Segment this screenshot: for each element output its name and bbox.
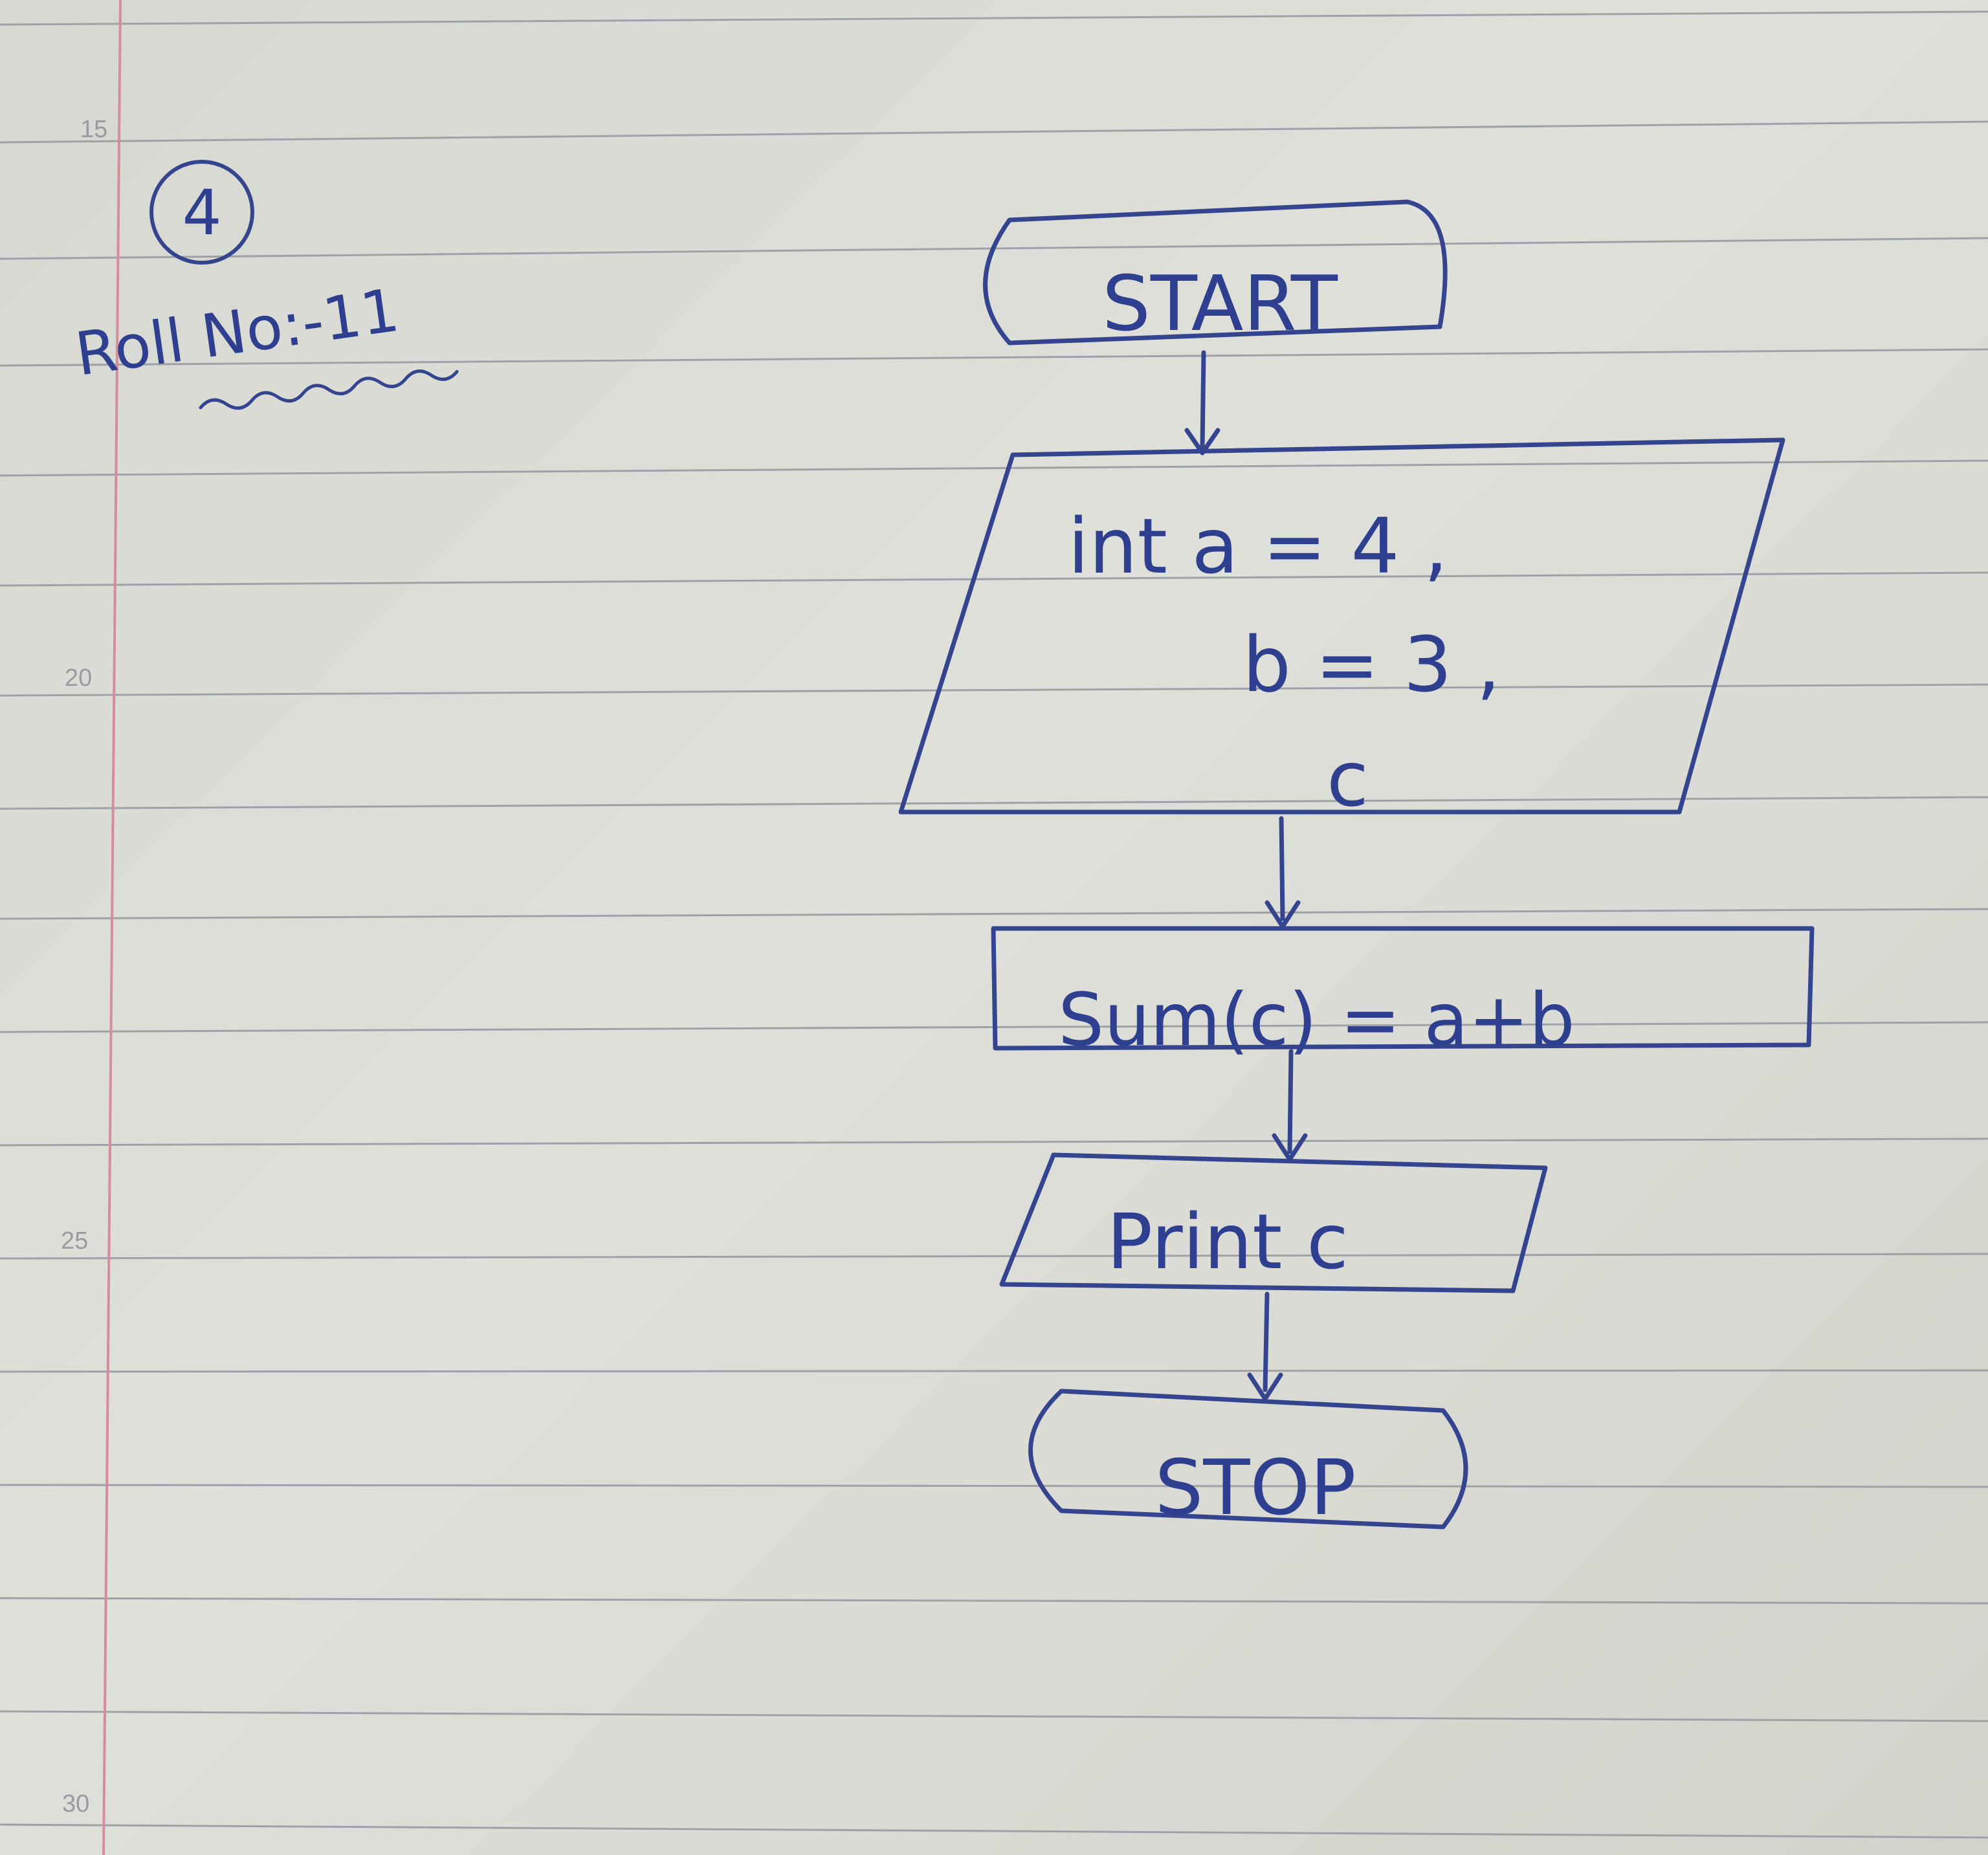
input-line-2: b = 3 ,	[1242, 620, 1501, 709]
arrow-input-to-process	[1265, 816, 1301, 929]
stop-label: STOP	[1154, 1443, 1356, 1532]
input-parallelogram: int a = 4 , b = 3 , c	[898, 437, 1785, 824]
margin-number-25: 25	[61, 1227, 88, 1255]
margin-line	[102, 0, 122, 1855]
process-label: Sum(c) = a+b	[1058, 978, 1575, 1062]
process-box: Sum(c) = a+b	[991, 926, 1815, 1062]
stop-shape	[1028, 1389, 1468, 1530]
margin-number-20: 20	[65, 664, 92, 692]
roll-number-heading: Roll No:-11	[71, 276, 459, 410]
process-shape	[991, 926, 1815, 1051]
start-shape	[983, 199, 1448, 346]
margin-number-15: 15	[80, 116, 107, 143]
output-label: Print c	[1107, 1197, 1349, 1286]
stop-terminator: STOP	[1028, 1389, 1468, 1532]
arrow-process-to-output	[1272, 1049, 1308, 1162]
input-line-1: int a = 4 ,	[1068, 501, 1448, 591]
roll-number-underline	[199, 369, 459, 410]
start-label: START	[1102, 259, 1338, 348]
arrow-start-to-input	[1184, 350, 1220, 456]
input-shape	[898, 437, 1785, 815]
output-shape	[999, 1152, 1548, 1293]
question-number: 4	[182, 177, 221, 249]
ruled-lines	[0, 10, 1988, 1839]
input-line-3: c	[1327, 734, 1369, 824]
arrow-output-to-stop	[1247, 1291, 1283, 1401]
question-number-badge: 4	[149, 160, 254, 265]
margin-number-30: 30	[62, 1790, 89, 1817]
output-parallelogram: Print c	[999, 1152, 1548, 1293]
roll-number-label: Roll No:-11	[71, 276, 403, 390]
start-terminator: START	[983, 199, 1448, 348]
